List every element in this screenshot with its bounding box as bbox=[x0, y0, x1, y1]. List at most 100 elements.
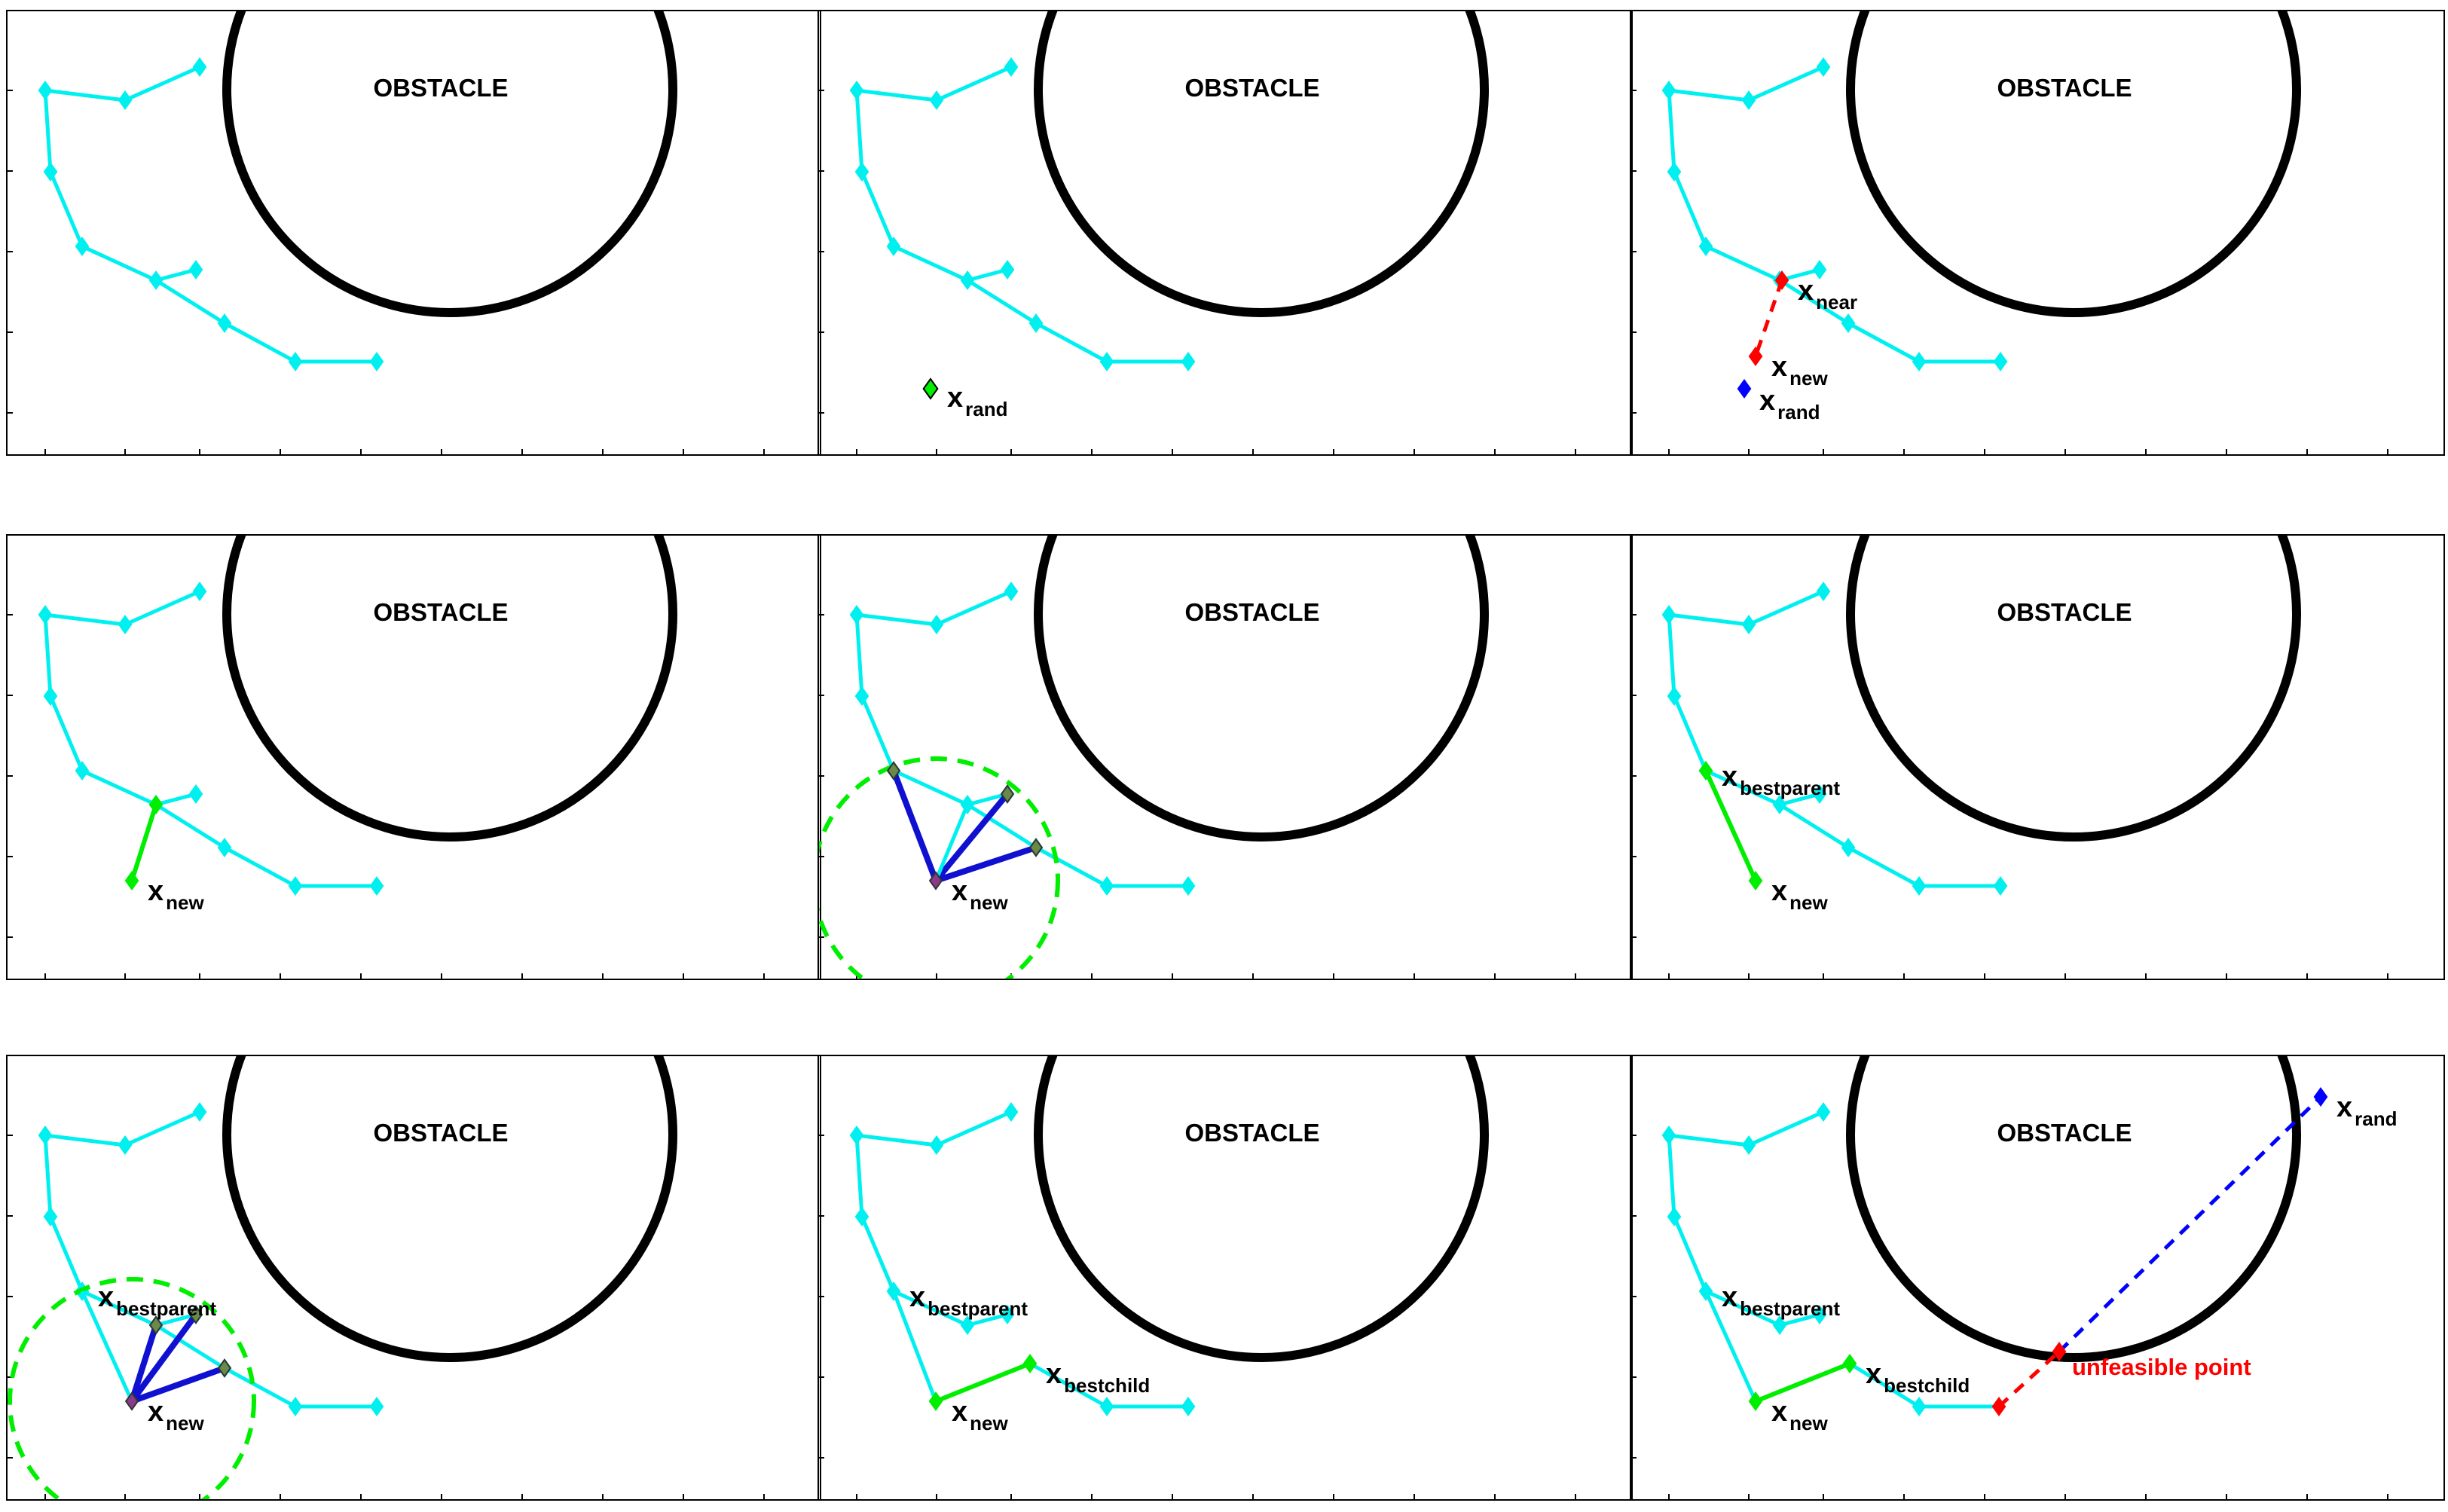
tree-node bbox=[118, 1135, 133, 1155]
tree-node bbox=[1993, 352, 2008, 371]
tree-node bbox=[1816, 582, 1831, 601]
panel-frame bbox=[818, 10, 1633, 456]
tree-node bbox=[369, 1397, 384, 1416]
tree-node bbox=[1004, 1102, 1019, 1122]
tree-node bbox=[854, 162, 869, 182]
panel-1: OBSTACLE bbox=[6, 10, 821, 456]
x-rand-label: x rand bbox=[947, 382, 1007, 420]
tree-node bbox=[38, 605, 53, 625]
collision-line bbox=[1997, 1350, 2061, 1408]
tree-edge bbox=[967, 792, 1008, 807]
panel-frame bbox=[6, 1055, 821, 1501]
tree-node bbox=[188, 260, 203, 279]
obstacle-label: OBSTACLE bbox=[1997, 598, 2132, 626]
tree-node bbox=[1667, 1207, 1682, 1226]
tree-edge bbox=[155, 792, 197, 807]
tree-edge bbox=[854, 65, 1188, 364]
x-nearest-node bbox=[1991, 1397, 2006, 1416]
x-new-label: x new bbox=[1771, 875, 1828, 914]
rewire-edge bbox=[1754, 1361, 1851, 1404]
panel-4: OBSTACLE x new bbox=[6, 534, 821, 980]
tree-node bbox=[1772, 1315, 1787, 1335]
x-new-label: x new bbox=[952, 875, 1008, 914]
sample-line bbox=[2058, 1095, 2322, 1353]
x-new-node bbox=[124, 1391, 139, 1411]
tree-node bbox=[369, 876, 384, 896]
obstacle-circle bbox=[1034, 534, 1489, 842]
x-bestchild-label: x bestchild bbox=[1866, 1358, 1970, 1397]
tree-edge bbox=[967, 1312, 1008, 1327]
tree-edge bbox=[43, 1110, 377, 1409]
tree-node bbox=[1667, 686, 1682, 706]
tree-node bbox=[1667, 162, 1682, 182]
tree-node bbox=[929, 1135, 944, 1155]
x-new-label: x new bbox=[148, 875, 204, 914]
tree-node bbox=[1698, 1281, 1713, 1301]
tree-node bbox=[1028, 313, 1044, 333]
tree-edge bbox=[43, 65, 377, 364]
x-bestchild-node bbox=[1842, 1354, 1857, 1373]
tree-node bbox=[1841, 838, 1856, 857]
neighbour-radius bbox=[8, 1277, 256, 1501]
tree-node bbox=[192, 1102, 207, 1122]
tree-node bbox=[1661, 1126, 1676, 1145]
tree-node bbox=[217, 313, 232, 333]
tree-node bbox=[1912, 352, 1927, 371]
tree-edge bbox=[155, 267, 197, 283]
tree-node bbox=[854, 686, 869, 706]
panel-frame bbox=[818, 1055, 1633, 1501]
tree-edge bbox=[1667, 589, 2000, 888]
tree-node bbox=[886, 1281, 901, 1301]
x-new-label: x new bbox=[952, 1396, 1008, 1434]
tree-edge bbox=[43, 589, 377, 888]
obstacle-label: OBSTACLE bbox=[373, 1119, 508, 1147]
tree-node bbox=[192, 582, 207, 601]
tree-node bbox=[960, 270, 975, 290]
x-new-node bbox=[928, 871, 943, 890]
steer-line bbox=[1753, 279, 1784, 357]
tree-node bbox=[1099, 876, 1114, 896]
x-bestparent-label: x bestparent bbox=[909, 1281, 1028, 1320]
tree-node bbox=[38, 81, 53, 100]
tree-node bbox=[118, 90, 133, 110]
neighbour-node bbox=[1028, 838, 1044, 857]
tree-node bbox=[1816, 57, 1831, 77]
tree-node bbox=[1181, 1397, 1196, 1416]
tree-node bbox=[1912, 876, 1927, 896]
tree-node bbox=[288, 1397, 303, 1416]
tree-edge bbox=[854, 1110, 1013, 1292]
x-bestparent-label: x bestparent bbox=[1722, 1281, 1840, 1320]
x-bestchild-label: x bestchild bbox=[1046, 1358, 1150, 1397]
neighbour-node bbox=[217, 1358, 232, 1378]
tree-node bbox=[886, 237, 901, 256]
tree-node bbox=[148, 270, 164, 290]
tree-edge bbox=[1028, 1361, 1108, 1409]
x-rand-label: x rand bbox=[2336, 1092, 2397, 1130]
tree-node bbox=[849, 605, 864, 625]
tree-node bbox=[43, 162, 58, 182]
panel-5: OBSTACLE x new bbox=[818, 534, 1633, 980]
panel-frame bbox=[1630, 1055, 2445, 1501]
tree-edge bbox=[892, 1289, 969, 1327]
tree-node bbox=[1000, 1305, 1015, 1324]
candidate-edge bbox=[129, 1324, 159, 1403]
obstacle-label: OBSTACLE bbox=[1997, 1119, 2132, 1147]
unfeasible-point-label: unfeasible point bbox=[2072, 1354, 2251, 1380]
x-bestparent-node bbox=[1698, 761, 1713, 780]
tree-node bbox=[1099, 1397, 1114, 1416]
tree-edge bbox=[1667, 1110, 1825, 1292]
tree-node bbox=[192, 57, 207, 77]
panel-frame bbox=[1630, 534, 2445, 980]
x-rand-node bbox=[922, 377, 939, 400]
panel-frame bbox=[6, 10, 821, 456]
x-near-node bbox=[148, 795, 164, 814]
tree-node bbox=[1181, 876, 1196, 896]
tree-node bbox=[1099, 352, 1114, 371]
tree-node bbox=[929, 615, 944, 634]
new-edge bbox=[130, 804, 158, 881]
tree-node bbox=[288, 352, 303, 371]
tree-edge bbox=[967, 267, 1008, 283]
obstacle-label: OBSTACLE bbox=[1184, 1119, 1319, 1147]
x-bestparent-label: x bestparent bbox=[98, 1281, 216, 1320]
